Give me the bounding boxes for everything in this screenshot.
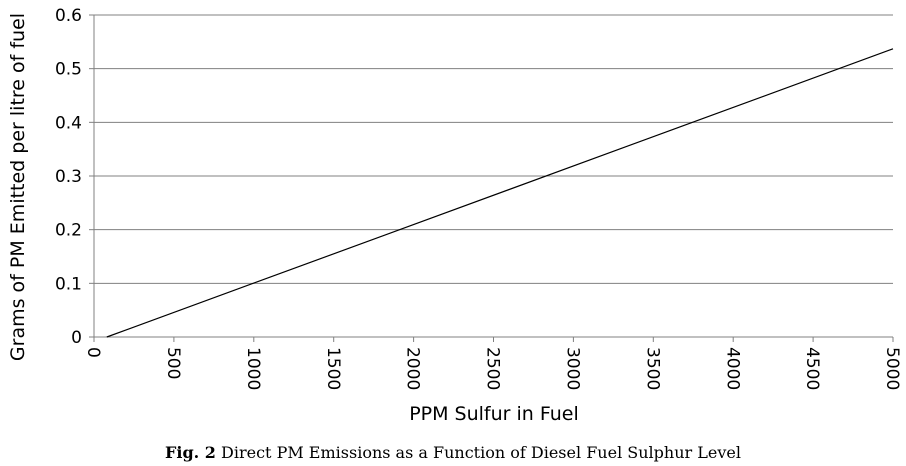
y-tick-label: 0 (71, 328, 82, 348)
x-tick-label: 500 (163, 347, 183, 379)
x-tick-label: 4000 (722, 347, 742, 390)
series-line (106, 48, 894, 338)
x-tick-label: 2000 (403, 347, 423, 390)
x-tick-label: 1500 (323, 347, 343, 390)
y-axis-title: Grams of PM Emitted per litre of fuel (7, 13, 29, 361)
x-axis-title: PPM Sulfur in Fuel (409, 403, 579, 425)
x-tick-label: 3000 (562, 347, 582, 390)
y-tick-label: 0.4 (55, 113, 82, 133)
x-tick-label: 1000 (243, 347, 263, 390)
data-series (106, 48, 894, 338)
x-tick-labels: 0 500 1000 1500 2000 2500 3000 3500 4000 4500 5000 (83, 347, 902, 390)
figure-caption: Fig. 2 Direct PM Emissions as a Function… (0, 443, 906, 462)
y-tick-label: 0.3 (55, 167, 82, 187)
x-tick-label: 3500 (642, 347, 662, 390)
grid-lines (94, 14, 893, 284)
x-tick-label: 0 (83, 347, 103, 358)
y-tick-label: 0.1 (55, 274, 82, 294)
x-tick-label: 5000 (882, 347, 902, 390)
chart: 0 0.1 0.2 0.3 0.4 0.5 0.6 0 500 1000 1500 2000 2500… (7, 6, 902, 425)
y-tick-label: 0.5 (55, 60, 82, 80)
figure-caption-text: Direct PM Emissions as a Function of Die… (221, 443, 741, 462)
y-tick-labels: 0 0.1 0.2 0.3 0.4 0.5 0.6 (55, 6, 82, 348)
x-tick-label: 2500 (483, 347, 503, 390)
y-tick-label: 0.6 (55, 6, 82, 26)
axes (89, 14, 894, 342)
y-tick-label: 0.2 (55, 221, 82, 241)
x-tick-label: 4500 (802, 347, 822, 390)
figure-label: Fig. 2 (165, 443, 216, 462)
